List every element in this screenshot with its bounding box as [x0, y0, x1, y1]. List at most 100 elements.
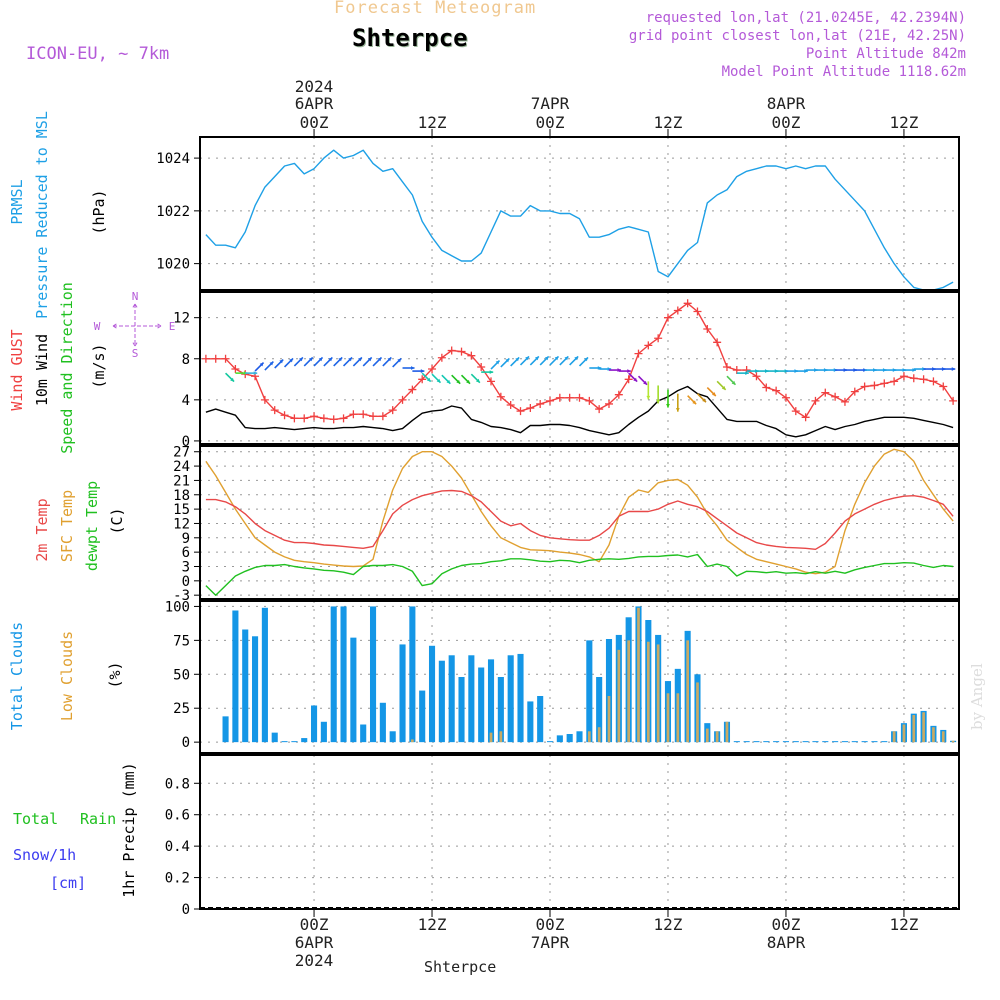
wind-direction-arrow: [666, 389, 670, 408]
total-cloud-bar: [881, 741, 888, 743]
wind-direction-label: Speed and Direction: [58, 282, 76, 454]
pressure-label: PRMSL: [8, 179, 26, 224]
wind-gust-point: [526, 404, 535, 413]
total-cloud-bar: [340, 606, 347, 743]
temp-2m-label: 2m Temp: [33, 498, 51, 561]
bottom-time-label: 12Z: [889, 915, 918, 934]
total-cloud-bar: [812, 741, 819, 743]
wind-direction-arrow: [675, 393, 680, 412]
wind-gust-point: [359, 410, 368, 419]
wind-direction-arrow: [362, 356, 373, 367]
wind-gust-point: [437, 353, 446, 362]
rain-label: Rain: [80, 810, 116, 828]
wind-direction-arrow: [696, 393, 707, 403]
wind-direction-arrow: [333, 356, 343, 367]
total-cloud-bar: [871, 741, 878, 743]
low-cloud-bar: [411, 739, 414, 743]
total-cloud-bar: [763, 741, 770, 743]
y-tick-label: 18: [173, 488, 190, 504]
wind-gust-point: [447, 346, 456, 355]
top-time-label: 12Z: [654, 113, 683, 132]
model-point-altitude: Model Point Altitude 1118.62m: [721, 64, 966, 80]
top-time-label: 00Z: [536, 113, 565, 132]
low-cloud-bar: [892, 731, 896, 743]
wind-gust-point: [772, 386, 781, 395]
panel-frame-clouds: [199, 600, 960, 754]
wind-direction-arrow: [599, 367, 612, 371]
snow-label: Snow/1h: [13, 846, 76, 864]
top-time-label: 00Z: [772, 113, 801, 132]
wind-gust-point: [860, 382, 869, 391]
total-cloud-bar: [753, 741, 760, 743]
total-cloud-bar: [252, 636, 259, 743]
y-tick-label: 24: [173, 459, 190, 475]
y-tick-label: 0: [182, 434, 190, 450]
total-cloud-bar: [517, 653, 524, 743]
wind-gust-point: [604, 399, 613, 408]
wind-gust-point: [201, 354, 210, 363]
wind-gust-point: [398, 395, 407, 404]
footer-location: Shterpce: [424, 958, 497, 976]
wind-gust-point: [791, 407, 800, 416]
model-label: ICON-EU, ~ 7km: [26, 44, 170, 64]
wind-gust-point: [821, 388, 830, 397]
top-time-label: 12Z: [418, 113, 447, 132]
wind-10m-label: 10m Wind: [33, 334, 51, 406]
low-cloud-bar: [646, 641, 650, 743]
top-date-label: 7APR: [531, 94, 570, 113]
total-cloud-bar: [281, 741, 288, 743]
bottom-time-label: 00Z: [772, 915, 801, 934]
wind-direction-arrow: [637, 375, 648, 386]
wind-gust-point: [211, 354, 220, 363]
low-cloud-bar: [499, 731, 503, 743]
total-cloud-bar: [409, 606, 416, 743]
low-cloud-bar: [656, 644, 660, 743]
total-cloud-bar: [527, 701, 534, 743]
wind-gust-point: [496, 392, 505, 401]
wind-gust-point: [939, 382, 948, 391]
top-time-label: 12Z: [889, 113, 918, 132]
wind-gust-point: [762, 383, 771, 392]
wind-direction-arrow: [539, 355, 550, 366]
low-cloud-bar: [696, 682, 699, 743]
top-year-label: 2024: [295, 77, 334, 96]
y-tick-label: 75: [173, 633, 190, 649]
wind-gust-point: [487, 377, 496, 386]
wind-gust-point: [693, 307, 702, 316]
wind-gust-point: [634, 349, 643, 358]
product-title: Forecast Meteogram: [334, 0, 537, 18]
total-cloud-bar: [291, 741, 298, 743]
total-cloud-bar: [389, 731, 396, 743]
wind-gust-point: [831, 392, 840, 401]
panel-frame-pressure: [199, 136, 960, 291]
low-cloud-bar: [725, 721, 729, 743]
label-layer: 10201022102404812-3036912151821242702550…: [8, 77, 919, 970]
wind-unit: (m/s): [90, 343, 108, 388]
wind-gust-point: [260, 395, 269, 404]
wind-direction-arrow: [569, 355, 579, 366]
wind-direction-arrow: [372, 356, 383, 367]
low-cloud-bar: [922, 712, 925, 743]
y-tick-label: 9: [182, 531, 190, 547]
wind-direction-arrow: [451, 374, 461, 385]
wind-direction-arrow: [646, 381, 651, 400]
bottom-time-label: 00Z: [300, 915, 329, 934]
wind-gust-point: [290, 414, 299, 423]
wind-gust-point: [722, 362, 731, 371]
wind-gust-point: [467, 351, 476, 360]
wind-gust-point: [929, 377, 938, 386]
wind-direction-arrow: [283, 357, 294, 368]
wind-gust-point: [536, 399, 545, 408]
bottom-date-label: 6APR: [295, 933, 334, 952]
total-cloud-bar: [310, 705, 318, 743]
total-cloud-bar: [782, 741, 790, 743]
panel-frame-temperature: [199, 445, 960, 600]
y-tick-label: 8: [182, 352, 190, 368]
bottom-year-label: 2024: [295, 951, 334, 970]
low-cloud-bar: [676, 693, 680, 743]
top-time-label: 00Z: [300, 113, 329, 132]
total-cloud-bar: [556, 735, 563, 743]
y-tick-label: 25: [173, 701, 190, 717]
wind-direction-arrow: [245, 371, 258, 376]
wind-direction-arrow: [264, 361, 274, 371]
